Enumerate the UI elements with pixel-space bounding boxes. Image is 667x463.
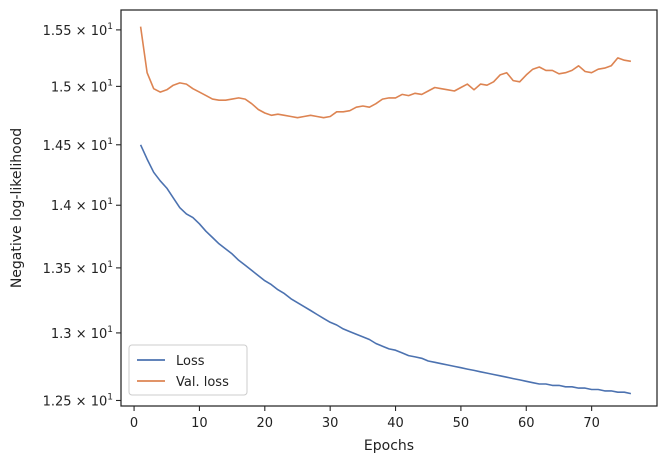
x-tick-label: 50 <box>453 416 470 431</box>
series-line <box>139 144 632 395</box>
x-axis-label: Epochs <box>364 438 414 454</box>
x-axis-ticks: 0 10 20 30 40 50 60 70 <box>130 406 600 431</box>
y-tick-label: 1.25 × 101 <box>43 392 113 409</box>
x-tick-label: 0 <box>130 416 138 431</box>
y-tick-label: 1.3 × 101 <box>51 325 113 342</box>
legend: Loss Val. loss <box>128 344 248 396</box>
plot-frame <box>120 9 658 407</box>
series-lines <box>139 26 632 395</box>
x-tick-label: 70 <box>583 416 600 431</box>
y-tick-label: 1.5 × 101 <box>51 78 113 95</box>
y-tick-label: 1.55 × 101 <box>43 22 113 39</box>
legend-label: Val. loss <box>176 375 229 390</box>
x-tick-label: 20 <box>257 416 274 431</box>
x-tick-label: 60 <box>518 416 535 431</box>
y-axis-label: Negative log-likelihood <box>9 128 25 288</box>
series-line <box>139 26 632 119</box>
y-tick-label: 1.35 × 101 <box>43 260 113 277</box>
legend-label: Loss <box>176 354 205 369</box>
x-tick-label: 30 <box>322 416 339 431</box>
x-tick-label: 40 <box>387 416 404 431</box>
y-tick-label: 1.45 × 101 <box>43 137 113 154</box>
y-tick-label: 1.4 × 101 <box>51 197 113 214</box>
y-axis-ticks: 1.25 × 101 1.3 × 101 1.35 × 101 1.4 × 101 1.… <box>43 22 121 409</box>
x-tick-label: 10 <box>191 416 208 431</box>
legend-frame <box>128 344 248 396</box>
